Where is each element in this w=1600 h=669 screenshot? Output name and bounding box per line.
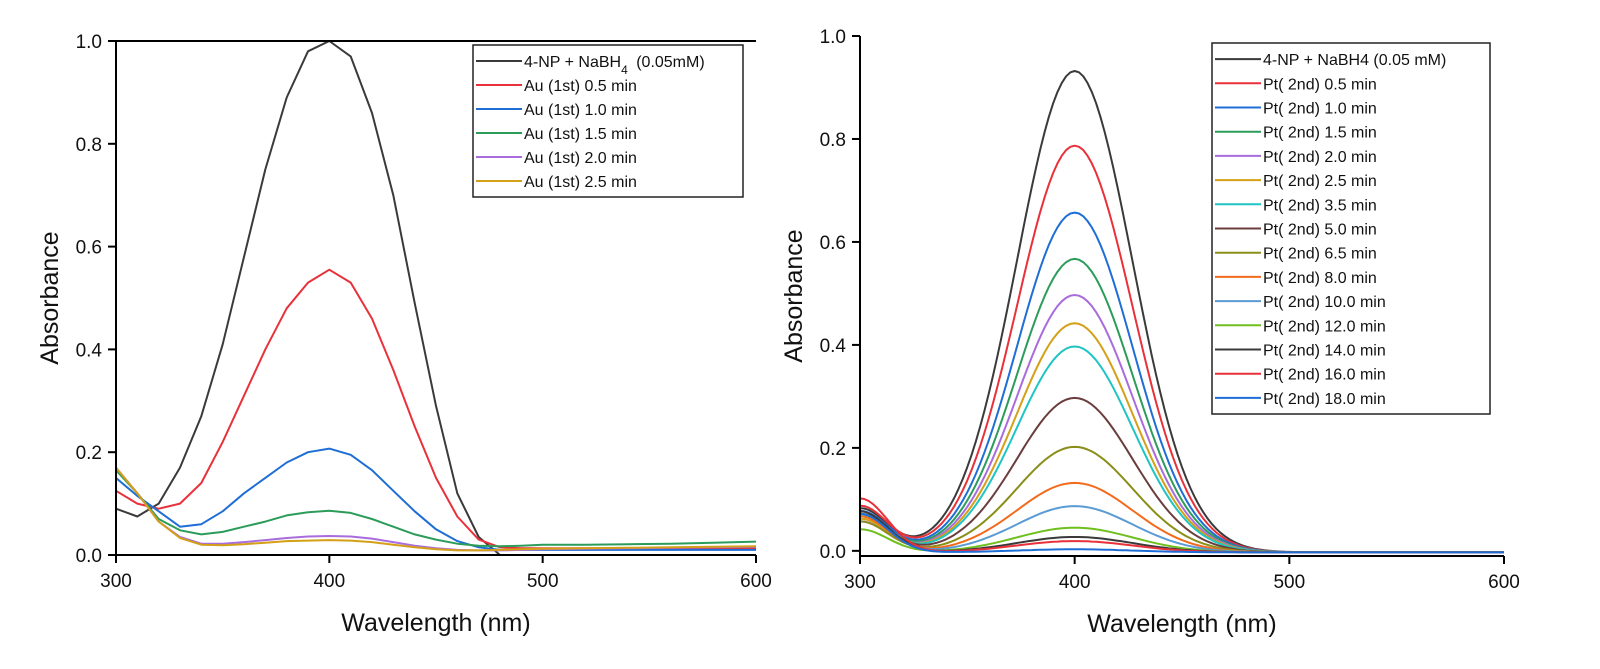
- legend-label: 4-NP + NaBH4 (0.05 mM): [1263, 52, 1446, 69]
- legend-label: Pt( 2nd) 16.0 min: [1263, 367, 1386, 384]
- x-axis-title: Wavelength (nm): [341, 609, 530, 637]
- legend-label: Pt( 2nd) 3.5 min: [1263, 197, 1377, 214]
- legend-label: Pt( 2nd) 14.0 min: [1263, 343, 1386, 360]
- legend-label: Pt( 2nd) 1.5 min: [1263, 125, 1377, 142]
- legend-label: Pt( 2nd) 5.0 min: [1263, 222, 1377, 239]
- y-tick-label: 0.4: [76, 340, 103, 361]
- legend-label-name: 4-NP + NaBH4 (0.05 mM): [1263, 52, 1446, 69]
- x-tick-label: 500: [1273, 572, 1305, 593]
- legend-label-name: Pt( 2nd) 1.0 min: [1263, 101, 1377, 118]
- legend-label-name: Au (1st) 1.5 min: [524, 126, 637, 143]
- x-tick-label: 500: [527, 571, 559, 592]
- y-tick-label: 1.0: [76, 32, 102, 53]
- legend-label-name: Pt( 2nd) 2.0 min: [1263, 149, 1377, 166]
- legend-label-suffix: (0.05mM): [632, 54, 705, 71]
- legend-label: Pt( 2nd) 18.0 min: [1263, 391, 1386, 408]
- x-tick-label: 300: [844, 572, 876, 593]
- y-tick-label: 0.6: [820, 233, 846, 254]
- series-line-3: [116, 469, 756, 548]
- y-tick-label: 0.6: [76, 238, 102, 259]
- legend-label: Pt( 2nd) 8.0 min: [1263, 270, 1377, 287]
- legend-label-name: Au (1st) 2.5 min: [524, 174, 637, 191]
- legend-label: Pt( 2nd) 6.5 min: [1263, 246, 1377, 263]
- chart-pt-2nd: 300 400 500 600 0.0 0.2 0.4 0.6 0.8 1.0 Wavelength…: [780, 27, 1520, 638]
- series-line-7: [860, 396, 1504, 554]
- x-tick-label: 400: [1059, 572, 1091, 593]
- y-tick-label: 0.8: [76, 135, 102, 156]
- legend-label-name: Pt( 2nd) 16.0 min: [1263, 367, 1386, 384]
- series-group: [860, 70, 1504, 554]
- series-line-4: [116, 466, 756, 552]
- legend-label: Au (1st) 1.5 min: [524, 126, 637, 143]
- legend-label-name: Au (1st) 2.0 min: [524, 150, 637, 167]
- legend-label-name: Pt( 2nd) 12.0 min: [1263, 318, 1386, 335]
- legend-box: [472, 44, 744, 198]
- y-tick-label: 1.0: [820, 27, 846, 48]
- legend-label: Pt( 2nd) 12.0 min: [1263, 318, 1386, 335]
- y-axis-title: Absorbance: [780, 229, 808, 362]
- legend-label-name: Pt( 2nd) 5.0 min: [1263, 222, 1377, 239]
- legend-label: Pt( 2nd) 2.0 min: [1263, 149, 1377, 166]
- legend-label-name: Pt( 2nd) 2.5 min: [1263, 173, 1377, 190]
- legend-label: Pt( 2nd) 2.5 min: [1263, 173, 1377, 190]
- legend-label: Au (1st) 2.5 min: [524, 174, 637, 191]
- legend-label-name: Pt( 2nd) 8.0 min: [1263, 270, 1377, 287]
- y-tick-label: 0.4: [820, 336, 847, 357]
- y-tick-label: 0.8: [820, 130, 846, 151]
- x-tick-label: 600: [1488, 572, 1520, 593]
- legend-label-name: Pt( 2nd) 14.0 min: [1263, 343, 1386, 360]
- legend-label: Pt( 2nd) 10.0 min: [1263, 294, 1386, 311]
- x-axis-title: Wavelength (nm): [1087, 610, 1276, 638]
- y-tick-label: 0.0: [76, 546, 102, 567]
- legend-label: Au (1st) 2.0 min: [524, 150, 637, 167]
- legend-label-name: Au (1st) 0.5 min: [524, 78, 637, 95]
- legend: 4-NP + NaBH4 (0.05 mM) Pt( 2nd) 0.5 min Pt…: [1211, 42, 1491, 415]
- legend-label-name: Pt( 2nd) 1.5 min: [1263, 125, 1377, 142]
- legend-label-name: Pt( 2nd) 0.5 min: [1263, 76, 1377, 93]
- y-tick-label: 0.2: [820, 439, 846, 460]
- legend-label: Au (1st) 1.0 min: [524, 102, 637, 119]
- legend-label-name: Pt( 2nd) 3.5 min: [1263, 197, 1377, 214]
- y-tick-label: 0.0: [820, 542, 846, 563]
- series-line-2: [116, 447, 756, 551]
- y-tick-label: 0.2: [76, 443, 102, 464]
- legend-label-name: Pt( 2nd) 10.0 min: [1263, 294, 1386, 311]
- legend-label: 4-NP + NaBH4 (0.05mM): [524, 54, 705, 77]
- chart-au-1st: 300 400 500 600 0.0 0.2 0.4 0.6 0.8 1.0 Wavelength…: [36, 32, 772, 637]
- legend-label-name: Pt( 2nd) 6.5 min: [1263, 246, 1377, 263]
- legend-label: Pt( 2nd) 1.0 min: [1263, 101, 1377, 118]
- legend-label: Pt( 2nd) 0.5 min: [1263, 76, 1377, 93]
- series-line-14: [860, 512, 1504, 554]
- legend-label-name: Pt( 2nd) 18.0 min: [1263, 391, 1386, 408]
- legend-label-name: 4-NP + NaBH: [524, 54, 621, 71]
- legend-label: Au (1st) 0.5 min: [524, 78, 637, 95]
- legend: 4-NP + NaBH4 (0.05mM)Au (1st) 0.5 minAu …: [472, 44, 744, 198]
- x-tick-label: 400: [313, 571, 345, 592]
- series-line-5: [116, 466, 756, 552]
- y-axis-title: Absorbance: [36, 231, 64, 364]
- x-tick-label: 300: [100, 571, 132, 592]
- x-tick-label: 600: [740, 571, 772, 592]
- legend-label-subscript: 4: [621, 63, 628, 77]
- legend-label-name: Au (1st) 1.0 min: [524, 102, 637, 119]
